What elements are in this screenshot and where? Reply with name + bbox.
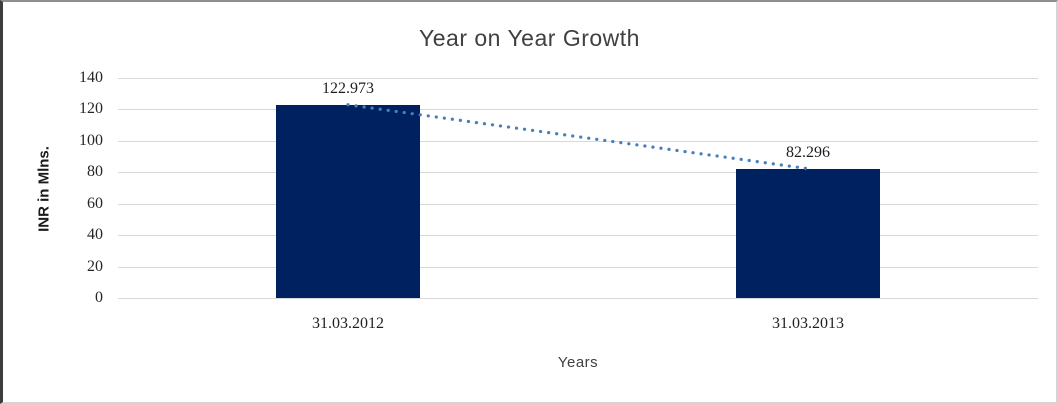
gridline (118, 172, 1038, 174)
gridline (118, 78, 1038, 79)
y-tick-label: 140 (79, 69, 103, 86)
y-axis-title: INR in Mlns. (35, 146, 53, 232)
y-tick-label: 40 (87, 226, 103, 244)
x-category-label: 31.03.2012 (312, 315, 384, 332)
bar (276, 104, 420, 298)
y-tick-label: 20 (87, 257, 103, 275)
chart-title: Year on Year Growth (419, 25, 640, 51)
gridline (118, 203, 1038, 205)
gridline (118, 140, 1038, 142)
trend-line (346, 103, 810, 171)
bar (736, 168, 880, 298)
gridline (118, 109, 1038, 111)
y-tick-label: 60 (87, 194, 103, 212)
x-axis-title: Years (557, 354, 599, 371)
gridline (118, 266, 1038, 268)
y-tick-label: 100 (79, 131, 103, 149)
bar-data-label: 122.973 (322, 79, 374, 97)
bar-data-label: 82.296 (786, 143, 830, 161)
gridline (118, 235, 1038, 237)
gridline (118, 298, 1038, 299)
y-tick-label: 0 (95, 289, 103, 306)
x-category-label: 31.03.2013 (772, 315, 844, 332)
plot-area: 122.973 82.296 (118, 78, 1038, 299)
y-tick-label: 80 (87, 163, 103, 181)
y-tick-label: 120 (79, 100, 103, 118)
